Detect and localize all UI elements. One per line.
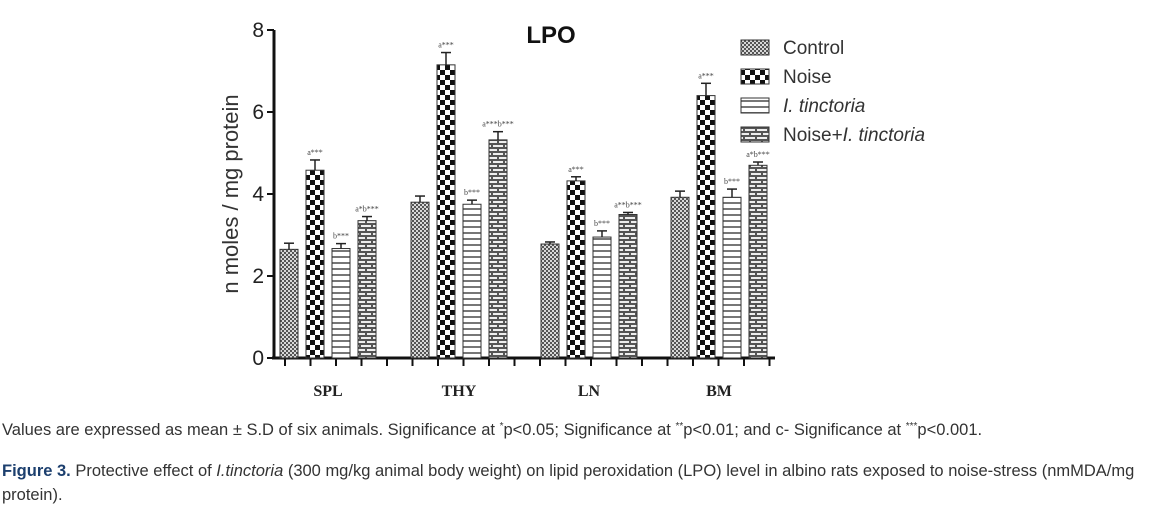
bar-noise-thy xyxy=(436,64,456,359)
bar-noise-ln xyxy=(566,180,586,359)
legend-swatch-horizontal-lines xyxy=(740,97,770,114)
y-tick-label: 2 xyxy=(252,265,264,288)
bar-noise-i-tinctoria-ln xyxy=(618,214,638,359)
significance-label: b*** xyxy=(333,232,349,241)
bar-noise-i-tinctoria-bm xyxy=(748,164,768,359)
legend-swatch-coarse-check xyxy=(740,68,770,85)
chart-title: LPO xyxy=(526,22,575,49)
significance-label: a*** xyxy=(438,41,454,50)
figure-label: Figure 3. xyxy=(2,462,71,480)
note-text: Values are expressed as mean ± S.D of si… xyxy=(2,421,500,439)
y-tick-label: 0 xyxy=(252,347,264,370)
x-category-label: THY xyxy=(442,383,477,400)
bar-i-tinctoria-bm xyxy=(722,196,742,359)
significance-label: a*b*** xyxy=(355,205,379,214)
note-text: p<0.05; Significance at xyxy=(503,421,676,439)
significance-label: a*** xyxy=(698,71,714,80)
legend-label: Control xyxy=(783,38,844,59)
significance-label: b*** xyxy=(464,188,480,197)
legend-swatch-fine-check xyxy=(740,39,770,56)
x-category-label: LN xyxy=(578,383,601,400)
significance-label: a*b*** xyxy=(746,150,770,159)
note-text: p<0.01; and c- Significance at xyxy=(683,421,906,439)
y-axis-label: n moles / mg protein xyxy=(218,94,243,293)
caption-text: Protective effect of xyxy=(70,462,217,480)
y-tick-label: 8 xyxy=(252,19,264,42)
y-tick-label: 4 xyxy=(252,183,264,206)
note-sup: * xyxy=(499,421,504,432)
significance-label: a**b*** xyxy=(614,200,642,209)
bar-control-thy xyxy=(410,201,430,359)
bar-i-tinctoria-thy xyxy=(462,203,482,359)
x-category-label: BM xyxy=(706,383,732,400)
significance-label: b*** xyxy=(594,219,610,228)
legend-label: I. tinctoria xyxy=(783,96,865,117)
legend-label: Noise xyxy=(783,67,832,88)
note-sup: ** xyxy=(675,421,684,432)
legend-label: Noise+I. tinctoria xyxy=(783,125,925,146)
lpo-bar-chart: 0 2 4 6 8 n moles / mg protein LPO SPL THY LN BM a… xyxy=(218,19,925,400)
significance-note: Values are expressed as mean ± S.D of si… xyxy=(2,421,982,440)
bar-control-ln xyxy=(540,243,560,359)
figure-caption: Figure 3. Protective effect of I.tinctor… xyxy=(2,459,1156,507)
x-category-label: SPL xyxy=(313,383,342,400)
bar-noise-i-tinctoria-thy xyxy=(488,139,508,359)
note-text: p<0.001. xyxy=(917,421,983,439)
y-tick-label: 6 xyxy=(252,101,264,124)
significance-label: a*** xyxy=(568,165,584,174)
significance-label: b*** xyxy=(724,177,740,186)
bar-control-bm xyxy=(670,196,690,359)
bar-control-spl xyxy=(279,248,299,359)
bar-noise-i-tinctoria-spl xyxy=(357,220,377,359)
significance-label: a*** xyxy=(307,148,323,157)
bar-noise-spl xyxy=(305,169,325,359)
caption-text: (300 mg/kg animal body weight) on lipid … xyxy=(2,462,1135,504)
significance-label: a***b*** xyxy=(482,120,514,129)
bar-i-tinctoria-spl xyxy=(331,248,351,359)
note-sup: *** xyxy=(905,421,918,432)
caption-species: I.tinctoria xyxy=(216,462,284,480)
bar-i-tinctoria-ln xyxy=(592,236,612,359)
legend-swatch-brick xyxy=(740,126,770,143)
bar-noise-bm xyxy=(696,95,716,359)
